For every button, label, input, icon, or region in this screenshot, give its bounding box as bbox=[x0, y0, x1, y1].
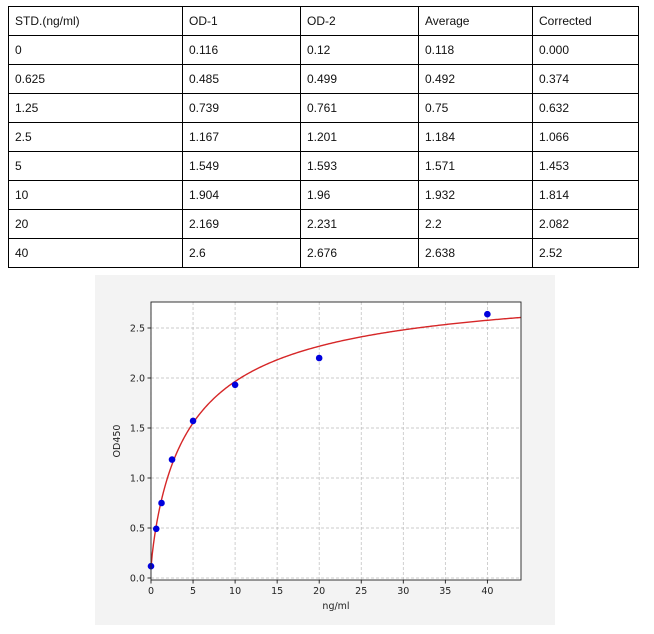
column-header: STD.(ng/ml) bbox=[8, 6, 183, 36]
column-header: Corrected bbox=[532, 6, 639, 36]
table-cell: 0.625 bbox=[8, 64, 183, 94]
table-cell: 1.932 bbox=[418, 180, 533, 210]
table-cell: 1.593 bbox=[300, 151, 419, 181]
table-cell: 0.374 bbox=[532, 64, 639, 94]
table-cell: 1.453 bbox=[532, 151, 639, 181]
data-point bbox=[484, 310, 491, 318]
data-point bbox=[168, 456, 176, 463]
x-axis-label: ng/ml bbox=[322, 601, 349, 612]
x-tick-label: 25 bbox=[355, 586, 367, 597]
y-tick-label: 1.0 bbox=[130, 474, 145, 485]
table-row: 0.625 0.485 0.499 0.492 0.374 bbox=[8, 64, 639, 94]
table-cell: 2.082 bbox=[532, 209, 639, 239]
y-tick-label: 2.0 bbox=[130, 374, 145, 385]
x-tick-label: 0 bbox=[148, 586, 154, 597]
table-cell: 1.167 bbox=[182, 122, 301, 152]
table-cell: 2.231 bbox=[300, 209, 419, 239]
table-cell: 1.571 bbox=[418, 151, 533, 181]
plot-frame bbox=[150, 301, 522, 581]
fit-curve bbox=[150, 316, 522, 569]
y-axis-label: OD450 bbox=[112, 425, 123, 458]
x-tick-label: 10 bbox=[229, 586, 241, 597]
table-cell: 0.632 bbox=[532, 93, 639, 123]
table-cell: 1.201 bbox=[300, 122, 419, 152]
table-cell: 2.676 bbox=[300, 238, 419, 268]
table-cell: 2.6 bbox=[182, 238, 301, 268]
data-point bbox=[231, 381, 239, 389]
table-cell: 2.5 bbox=[8, 122, 183, 152]
table-cell: 10 bbox=[8, 180, 183, 210]
table-cell: 20 bbox=[8, 209, 183, 239]
table-cell: 0.485 bbox=[182, 64, 301, 94]
table-cell: 0.116 bbox=[182, 35, 301, 65]
plot-area bbox=[151, 302, 521, 580]
standard-curve-chart: 0 5 10 15 20 25 30 35 40 0.0 0.5 1.0 1.5 2.0 2.5 ng/ml O… bbox=[112, 301, 522, 612]
column-header: OD-1 bbox=[182, 6, 301, 36]
table-cell: 0.000 bbox=[532, 35, 639, 65]
table-row: 40 2.6 2.676 2.638 2.52 bbox=[8, 238, 639, 268]
table-row: 20 2.169 2.231 2.2 2.082 bbox=[8, 209, 639, 239]
data-point bbox=[152, 525, 160, 533]
standard-curve-table: STD.(ng/ml) OD-1 OD-2 Average Corrected 0 0.11… bbox=[8, 6, 639, 268]
x-tick-label: 15 bbox=[271, 586, 283, 597]
table-row: 1.25 0.739 0.761 0.75 0.632 bbox=[8, 93, 639, 123]
table-cell: 2.638 bbox=[418, 238, 533, 268]
y-tick-label: 0.0 bbox=[130, 574, 145, 585]
table-cell: 2.52 bbox=[532, 238, 639, 268]
table-row: 0 0.116 0.12 0.118 0.000 bbox=[8, 35, 639, 65]
x-tick-label: 20 bbox=[313, 586, 325, 597]
y-tick-label: 2.5 bbox=[130, 324, 145, 335]
table-row: 10 1.904 1.96 1.932 1.814 bbox=[8, 180, 639, 210]
table-cell: 40 bbox=[8, 238, 183, 268]
table-cell: 1.184 bbox=[418, 122, 533, 152]
table-cell: 0.492 bbox=[418, 64, 533, 94]
table-cell: 1.25 bbox=[8, 93, 183, 123]
table-cell: 1.96 bbox=[300, 180, 419, 210]
standard-curve-figure: 0 5 10 15 20 25 30 35 40 0.0 0.5 1.0 1.5 2.0 2.5 ng/ml O… bbox=[95, 275, 555, 625]
table-cell: 1.904 bbox=[182, 180, 301, 210]
table-row: 5 1.549 1.593 1.571 1.453 bbox=[8, 151, 639, 181]
table-cell: 2.2 bbox=[418, 209, 533, 239]
column-header: OD-2 bbox=[300, 6, 419, 36]
table-cell: 0.739 bbox=[182, 93, 301, 123]
table-cell: 0.118 bbox=[418, 35, 533, 65]
table-cell: 0.12 bbox=[300, 35, 419, 65]
table-cell: 1.814 bbox=[532, 180, 639, 210]
column-header: Average bbox=[418, 6, 533, 36]
table-cell: 0.75 bbox=[418, 93, 533, 123]
table-cell: 0.499 bbox=[300, 64, 419, 94]
y-tick-label: 0.5 bbox=[130, 524, 145, 535]
x-tick-label: 35 bbox=[439, 586, 451, 597]
table-header-row: STD.(ng/ml) OD-1 OD-2 Average Corrected bbox=[8, 6, 639, 36]
table-cell: 0.761 bbox=[300, 93, 419, 123]
x-tick-label: 40 bbox=[481, 586, 493, 597]
data-point bbox=[158, 499, 165, 507]
x-tick-label: 5 bbox=[190, 586, 196, 597]
table-cell: 1.549 bbox=[182, 151, 301, 181]
table-row: 2.5 1.167 1.201 1.184 1.066 bbox=[8, 122, 639, 152]
table-cell: 2.169 bbox=[182, 209, 301, 239]
table-cell: 1.066 bbox=[532, 122, 639, 152]
x-tick-label: 30 bbox=[397, 586, 409, 597]
y-tick-label: 1.5 bbox=[130, 424, 145, 435]
data-point bbox=[315, 354, 323, 362]
table-cell: 5 bbox=[8, 151, 183, 181]
data-point bbox=[189, 417, 197, 425]
table-cell: 0 bbox=[8, 35, 183, 65]
